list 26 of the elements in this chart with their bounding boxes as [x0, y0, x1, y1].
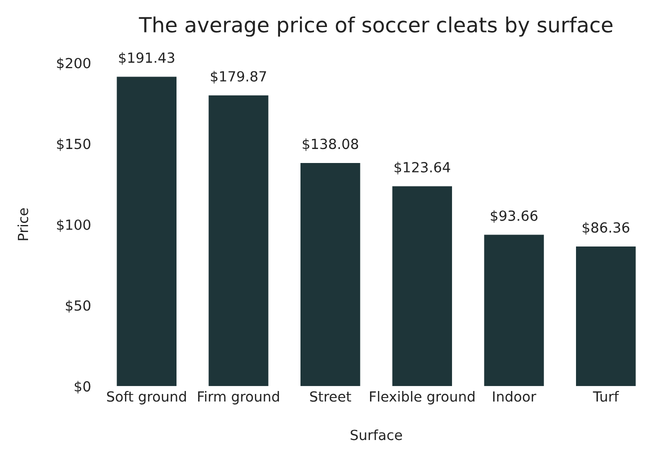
data-label: $138.08 [302, 138, 358, 151]
y-tick-label: $50 [66, 300, 90, 313]
data-label: $191.43 [119, 52, 174, 65]
x-tick-label: Turf [592, 391, 620, 402]
bar [116, 76, 176, 386]
bar [576, 246, 636, 386]
data-label: $93.66 [490, 210, 538, 223]
y-tick-label: $100 [57, 219, 90, 232]
x-tick-label: Street [310, 391, 352, 402]
x-axis-title: Surface [350, 429, 402, 440]
x-tick-label: Flexible ground [370, 391, 474, 404]
y-tick-label: $200 [57, 58, 90, 70]
data-label: $179.87 [210, 70, 266, 84]
bar [484, 234, 544, 386]
data-label: $123.64 [394, 162, 450, 174]
x-tick-label: Indoor [493, 391, 536, 402]
y-tick-label: $150 [57, 138, 90, 151]
x-tick-label: Firm ground [198, 391, 279, 404]
bar [300, 162, 360, 386]
y-tick-label: $0 [74, 380, 90, 394]
chart-title: The average price of soccer cleats by surface [138, 16, 612, 37]
data-label: $86.36 [582, 222, 630, 235]
x-tick-label: Soft ground [107, 391, 186, 404]
bar [392, 186, 452, 386]
bar [208, 95, 268, 386]
y-axis-title: Price [17, 208, 28, 240]
